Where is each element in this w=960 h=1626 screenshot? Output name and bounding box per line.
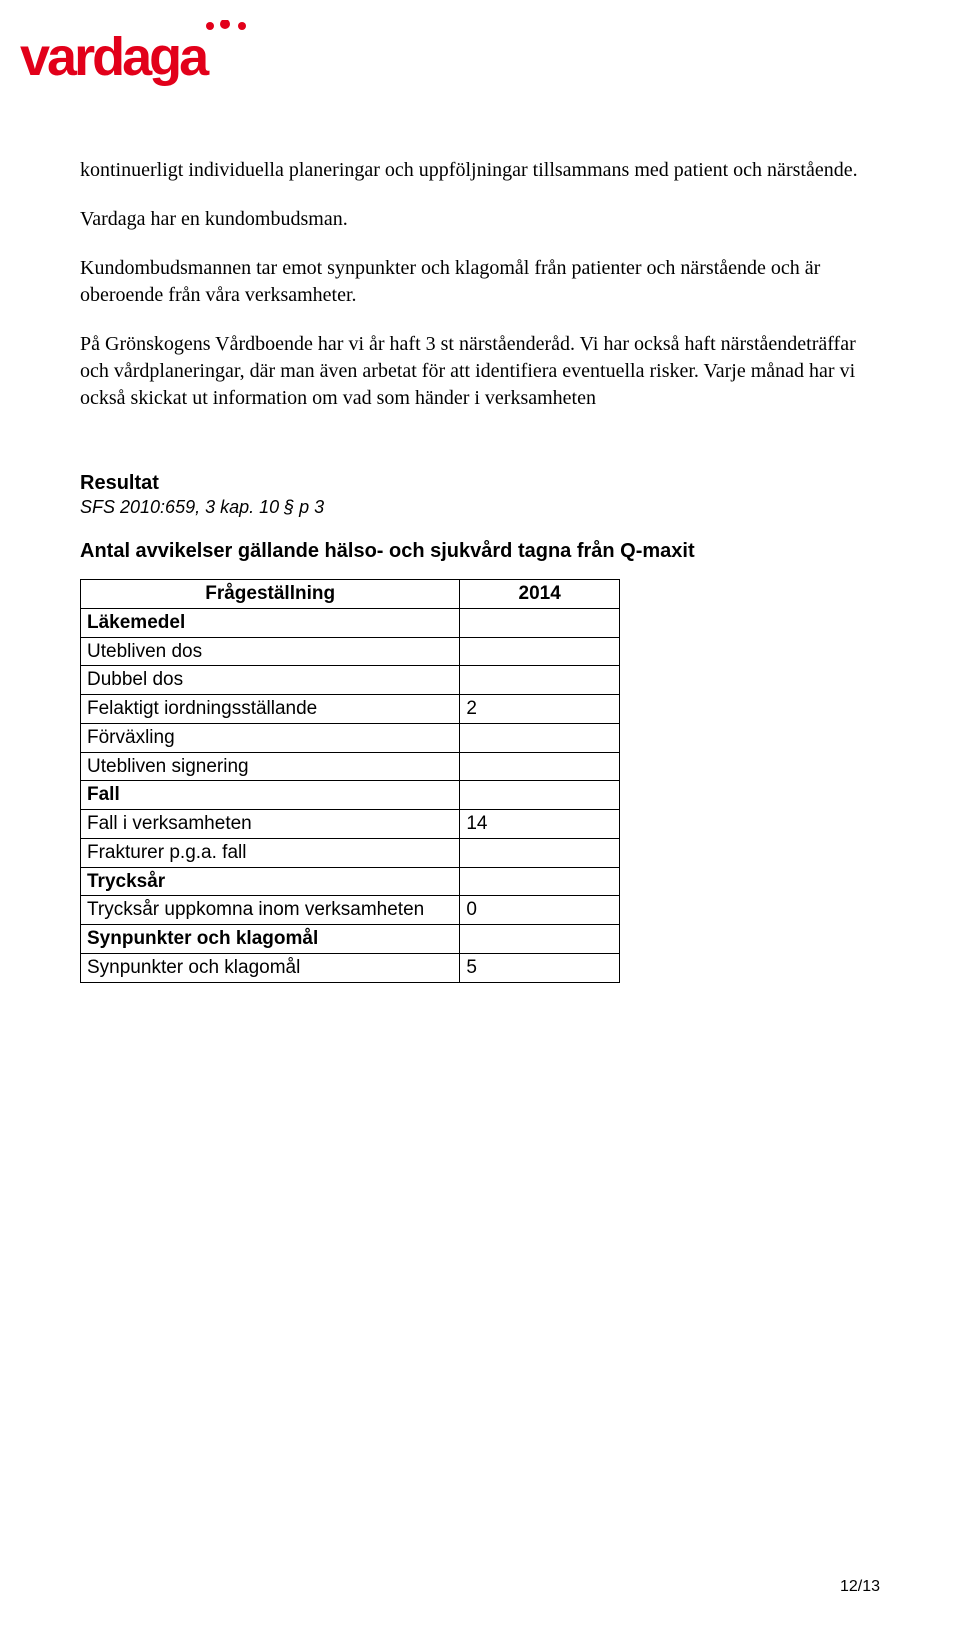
table-row: Dubbel dos: [81, 666, 620, 695]
table-cell-value: 5: [460, 953, 620, 982]
resultat-sub: SFS 2010:659, 3 kap. 10 § p 3: [80, 497, 880, 518]
table-row: Fall: [81, 781, 620, 810]
table-row: Trycksår uppkomna inom verksamheten0: [81, 896, 620, 925]
svg-text:vardaga: vardaga: [20, 27, 210, 87]
table-cell-value: 14: [460, 810, 620, 839]
table-row: Förväxling: [81, 723, 620, 752]
table-row: Utebliven signering: [81, 752, 620, 781]
table-cell-label: Utebliven signering: [81, 752, 460, 781]
page-number: 12/13: [840, 1578, 880, 1596]
table-cell-value: [460, 781, 620, 810]
table-cell-label: Trycksår uppkomna inom verksamheten: [81, 896, 460, 925]
table-cell-value: [460, 925, 620, 954]
table-cell-value: 2: [460, 695, 620, 724]
table-cell-label: Felaktigt iordningsställande: [81, 695, 460, 724]
table-cell-value: [460, 608, 620, 637]
table-cell-value: [460, 752, 620, 781]
table-row: Frakturer p.g.a. fall: [81, 838, 620, 867]
table-cell-value: [460, 666, 620, 695]
table-cell-label: Dubbel dos: [81, 666, 460, 695]
table-row: Synpunkter och klagomål5: [81, 953, 620, 982]
paragraph-2: Vardaga har en kundombudsman.: [80, 206, 880, 233]
logo: vardaga: [20, 20, 880, 97]
table-title: Antal avvikelser gällande hälso- och sju…: [80, 540, 880, 563]
table-cell-label: Fall i verksamheten: [81, 810, 460, 839]
table-row: Utebliven dos: [81, 637, 620, 666]
table-cell-value: [460, 637, 620, 666]
table-cell-value: [460, 723, 620, 752]
paragraph-1: kontinuerligt individuella planeringar o…: [80, 157, 880, 184]
table-cell-label: Läkemedel: [81, 608, 460, 637]
table-cell-label: Frakturer p.g.a. fall: [81, 838, 460, 867]
table-cell-value: 0: [460, 896, 620, 925]
resultat-heading: Resultat: [80, 472, 880, 495]
table-cell-label: Förväxling: [81, 723, 460, 752]
table-cell-value: [460, 838, 620, 867]
table-header-value: 2014: [460, 580, 620, 609]
table-row: Synpunkter och klagomål: [81, 925, 620, 954]
deviations-table: Frågeställning2014LäkemedelUtebliven dos…: [80, 579, 620, 983]
table-row: Fall i verksamheten14: [81, 810, 620, 839]
table-cell-label: Trycksår: [81, 867, 460, 896]
paragraph-4: På Grönskogens Vårdboende har vi år haft…: [80, 331, 880, 412]
paragraph-3: Kundombudsmannen tar emot synpunkter och…: [80, 255, 880, 309]
table-row: Läkemedel: [81, 608, 620, 637]
table-row: Trycksår: [81, 867, 620, 896]
table-cell-label: Utebliven dos: [81, 637, 460, 666]
table-header-label: Frågeställning: [81, 580, 460, 609]
table-cell-label: Fall: [81, 781, 460, 810]
table-cell-label: Synpunkter och klagomål: [81, 925, 460, 954]
table-cell-label: Synpunkter och klagomål: [81, 953, 460, 982]
table-cell-value: [460, 867, 620, 896]
table-row: Felaktigt iordningsställande2: [81, 695, 620, 724]
